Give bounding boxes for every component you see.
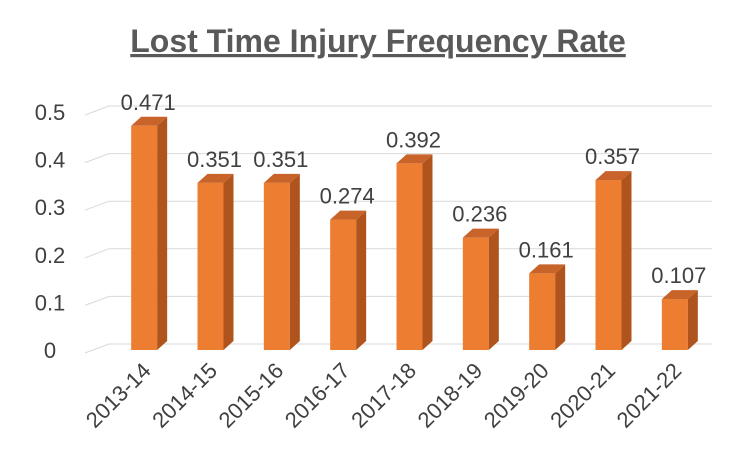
x-tick-label: 2020-21 (545, 358, 620, 433)
x-axis-ticks: 2013-142014-152015-162016-172017-182018-… (81, 358, 686, 433)
bar-top (197, 173, 234, 183)
bar-top (529, 264, 566, 274)
x-tick-label: 2015-16 (214, 358, 289, 433)
bar-front (661, 299, 688, 350)
bar-front (131, 125, 158, 350)
gridline-diag (84, 248, 110, 259)
data-label: 0.471 (121, 90, 176, 115)
x-tick-label: 2014-15 (147, 358, 222, 433)
bar-side (488, 228, 499, 350)
x-tick-label: 2018-19 (413, 358, 488, 433)
bar (263, 173, 300, 350)
bar-front (595, 180, 622, 350)
data-label: 0.274 (320, 184, 375, 209)
bar (396, 154, 433, 350)
bar-side (687, 290, 698, 350)
bar-top (263, 173, 300, 183)
bar-front (197, 182, 224, 350)
bar-top (595, 171, 632, 181)
data-label: 0.107 (651, 263, 706, 288)
x-tick-label: 2017-18 (346, 358, 421, 433)
bar (462, 228, 499, 350)
bar-top (330, 210, 367, 220)
bar-side (621, 171, 632, 350)
data-label: 0.357 (585, 144, 640, 169)
data-label: 0.236 (452, 202, 507, 227)
bar-top (462, 228, 499, 238)
y-tick-label: 0 (44, 338, 56, 363)
bar-side (157, 116, 168, 350)
gridline-diag (84, 200, 110, 211)
bar-side (555, 264, 566, 350)
bar-top (396, 154, 433, 164)
bar-top (661, 290, 698, 300)
bar-side (422, 154, 433, 350)
bar-side (356, 210, 367, 350)
bar-top (131, 116, 168, 126)
bar (595, 171, 632, 350)
x-tick-label: 2019-20 (479, 358, 554, 433)
data-label: 0.351 (253, 147, 308, 172)
bar (661, 290, 698, 350)
bar-front (529, 273, 556, 350)
x-tick-label: 2016-17 (280, 358, 355, 433)
y-tick-label: 0.3 (35, 195, 66, 220)
y-tick-label: 0.5 (35, 100, 66, 125)
data-labels: 0.471 0.351 0.351 0.274 0.392 0.236 0.161 0.357… (121, 90, 707, 288)
bar-front (330, 219, 357, 350)
x-tick-label: 2013-14 (81, 358, 156, 433)
y-axis-ticks: 0 0.1 0.2 0.3 0.4 0.5 (35, 100, 66, 363)
data-label: 0.351 (187, 147, 242, 172)
bar-front (396, 163, 423, 350)
bar-side (223, 173, 234, 350)
y-tick-label: 0.1 (35, 290, 66, 315)
bar (529, 264, 566, 350)
bar (330, 210, 367, 350)
chart-title: Lost Time Injury Frequency Rate (130, 23, 626, 59)
gridline-diag (84, 105, 110, 116)
gridline-diag (84, 295, 110, 306)
bar-front (263, 182, 290, 350)
bar-front (462, 237, 489, 350)
gridline-diag (84, 153, 110, 164)
data-label: 0.392 (386, 127, 441, 152)
bar (131, 116, 168, 350)
gridline-diag (84, 343, 110, 354)
bars (131, 116, 698, 350)
y-tick-label: 0.2 (35, 243, 66, 268)
y-tick-label: 0.4 (35, 148, 66, 173)
bar-side (289, 173, 300, 350)
bar (197, 173, 234, 350)
x-tick-label: 2021-22 (612, 358, 687, 433)
data-label: 0.161 (519, 237, 574, 262)
